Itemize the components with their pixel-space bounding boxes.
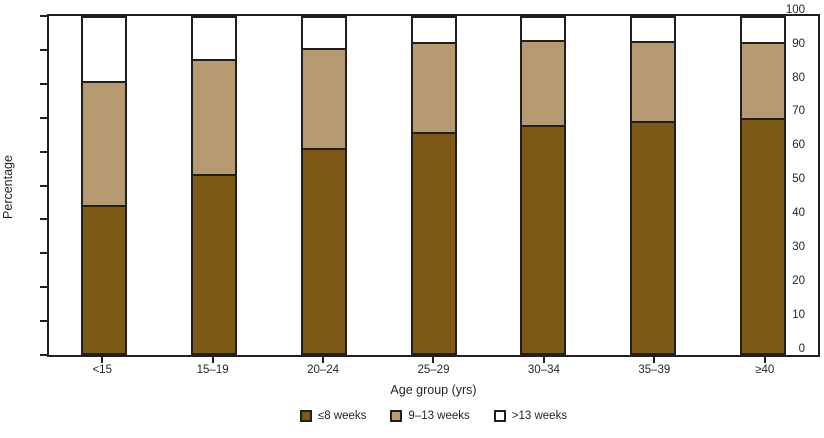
bar-segment bbox=[82, 80, 125, 205]
bar-segment bbox=[302, 148, 345, 353]
x-category-label: 15–19 bbox=[196, 364, 229, 376]
y-tick-mark bbox=[40, 252, 49, 255]
y-tick-label: 90 bbox=[792, 37, 805, 50]
y-tick-label: 20 bbox=[792, 274, 805, 287]
x-category-label: ≥40 bbox=[755, 364, 775, 376]
bar-segment bbox=[632, 121, 675, 353]
bar-≥40 bbox=[740, 16, 787, 355]
y-tick-mark bbox=[40, 150, 49, 153]
y-tick-mark bbox=[40, 82, 49, 85]
y-tick-label: 60 bbox=[792, 139, 805, 152]
bar-segment bbox=[192, 58, 235, 175]
y-axis-title: Percentage bbox=[1, 155, 15, 219]
y-tick-mark bbox=[40, 286, 49, 289]
legend-swatch bbox=[493, 410, 506, 422]
bar-slot bbox=[159, 16, 269, 355]
plot-area: 0 10 20 30 40 50 60 70 80 90 100 bbox=[40, 4, 820, 357]
legend-label: 9–13 weeks bbox=[408, 410, 470, 422]
x-tick-slot bbox=[599, 357, 709, 364]
y-tick-mark bbox=[40, 184, 49, 187]
bar-25–29 bbox=[410, 16, 457, 355]
y-tick-mark bbox=[40, 354, 49, 356]
x-tick-mark bbox=[101, 357, 104, 363]
bar-segment bbox=[522, 40, 565, 125]
legend-item: ≤8 weeks bbox=[299, 410, 367, 422]
y-tick-label: 80 bbox=[792, 71, 805, 84]
bar-slot bbox=[598, 16, 708, 355]
bar-segment bbox=[632, 41, 675, 122]
bar-20–24 bbox=[300, 16, 347, 355]
x-tick-slot bbox=[47, 357, 157, 364]
x-category-label: <15 bbox=[92, 364, 112, 376]
y-tick-mark bbox=[40, 116, 49, 119]
legend-item: >13 weeks bbox=[493, 410, 568, 422]
y-tick-label: 40 bbox=[792, 207, 805, 220]
bar-slot bbox=[49, 16, 159, 355]
bars-row bbox=[49, 16, 818, 355]
bar-30–34 bbox=[520, 16, 567, 355]
x-tick-mark bbox=[763, 357, 766, 363]
bar-15–19 bbox=[190, 16, 237, 355]
x-category-labels: <15 15–19 20–24 25–29 30–34 35–39 ≥40 bbox=[47, 364, 820, 376]
x-tick-slot bbox=[489, 357, 599, 364]
x-tick-mark bbox=[211, 357, 214, 363]
legend: ≤8 weeks 9–13 weeks >13 weeks bbox=[47, 410, 820, 422]
y-tick-mark bbox=[40, 320, 49, 323]
y-tick-label: 30 bbox=[792, 241, 805, 254]
bar-segment bbox=[742, 117, 785, 353]
y-tick-label: 100 bbox=[785, 3, 805, 16]
x-tick-slot bbox=[710, 357, 820, 364]
bar-segment bbox=[192, 174, 235, 353]
x-category-label: 25–29 bbox=[417, 364, 450, 376]
x-category-label: 30–34 bbox=[527, 364, 560, 376]
y-tick-label: 50 bbox=[792, 173, 805, 186]
y-tick-label: 0 bbox=[798, 342, 805, 355]
bar-segment bbox=[302, 47, 345, 149]
legend-label: ≤8 weeks bbox=[317, 410, 367, 422]
bar-segment bbox=[412, 42, 455, 132]
bar-segment bbox=[742, 42, 785, 118]
x-tick-mark bbox=[542, 357, 545, 363]
legend-item: 9–13 weeks bbox=[390, 410, 470, 422]
legend-label: >13 weeks bbox=[511, 410, 568, 422]
y-tick-mark bbox=[40, 15, 49, 17]
x-category-label: 20–24 bbox=[307, 364, 340, 376]
legend-swatch bbox=[299, 410, 312, 422]
x-tick-mark bbox=[653, 357, 656, 363]
bar-<15 bbox=[80, 16, 127, 355]
legend-swatch bbox=[390, 410, 403, 422]
x-axis-title: Age group (yrs) bbox=[390, 383, 477, 397]
bar-slot bbox=[269, 16, 379, 355]
x-tick-mark bbox=[322, 357, 325, 363]
y-tick-label: 70 bbox=[792, 105, 805, 118]
y-tick-mark bbox=[40, 218, 49, 221]
x-tick-slot bbox=[268, 357, 378, 364]
x-tick-slot bbox=[157, 357, 267, 364]
y-tick-label: 10 bbox=[792, 308, 805, 321]
bar-slot bbox=[708, 16, 818, 355]
bar-segment bbox=[412, 131, 455, 353]
y-tick-mark bbox=[40, 48, 49, 51]
bar-segment bbox=[82, 204, 125, 353]
bar-slot bbox=[488, 16, 598, 355]
x-tick-mark bbox=[432, 357, 435, 363]
x-category-label: 35–39 bbox=[638, 364, 671, 376]
bar-segment bbox=[522, 124, 565, 353]
bar-slot bbox=[379, 16, 489, 355]
x-ticks bbox=[47, 357, 820, 364]
x-tick-slot bbox=[378, 357, 488, 364]
bar-35–39 bbox=[630, 16, 677, 355]
